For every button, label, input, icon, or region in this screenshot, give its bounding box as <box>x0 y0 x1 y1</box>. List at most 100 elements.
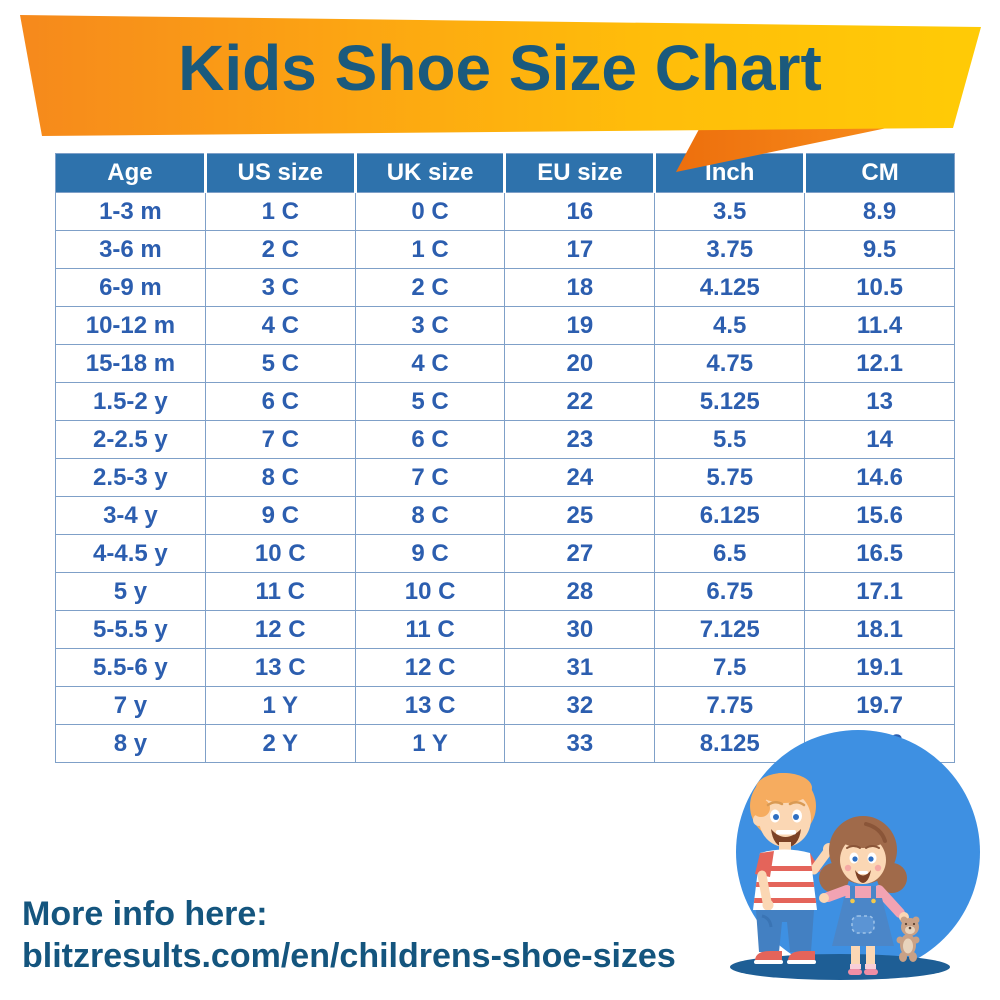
table-cell: 13 C <box>204 648 356 687</box>
table-cell: 15-18 m <box>55 344 206 383</box>
table-cell: 8 C <box>354 496 506 535</box>
table-cell: 0 C <box>354 192 506 231</box>
table-cell: 1.5-2 y <box>55 382 206 421</box>
table-cell: 3 C <box>204 268 356 307</box>
table-cell: 3-6 m <box>55 230 206 269</box>
table-cell: 16.5 <box>804 534 955 573</box>
girl-figure <box>819 816 909 975</box>
table-cell: 12 C <box>204 610 356 649</box>
table-cell: 5-5.5 y <box>55 610 206 649</box>
page-title: Kids Shoe Size Chart <box>178 32 822 104</box>
column-header: UK size <box>353 153 505 193</box>
table-cell: 11 C <box>204 572 356 611</box>
table-cell: 15.6 <box>804 496 955 535</box>
table-cell: 2.5-3 y <box>55 458 206 497</box>
table-cell: 3 C <box>354 306 506 345</box>
table-cell: 7 C <box>354 458 506 497</box>
table-cell: 13 <box>804 382 955 421</box>
table-cell: 9.5 <box>804 230 955 269</box>
table-cell: 5.5 <box>654 420 806 459</box>
table-cell: 4-4.5 y <box>55 534 206 573</box>
table-header-row: Age US size UK size EU size Inch CM <box>55 153 955 193</box>
table-cell: 20.6 <box>804 724 955 763</box>
table-cell: 7 y <box>55 686 206 725</box>
table-cell: 6.5 <box>654 534 806 573</box>
table-cell: 9 C <box>204 496 356 535</box>
table-cell: 7.125 <box>654 610 806 649</box>
table-cell: 22 <box>504 382 656 421</box>
column-header: US size <box>203 153 356 193</box>
table-row: 5 y 11 C 10 C 28 6.75 17.1 <box>55 572 955 611</box>
blue-circle <box>736 730 980 974</box>
column-header: Age <box>55 153 206 193</box>
table-cell: 1 C <box>354 230 506 269</box>
table-cell: 6 C <box>204 382 356 421</box>
column-header: EU size <box>503 153 655 193</box>
table-cell: 30 <box>504 610 656 649</box>
table-cell: 20 <box>504 344 656 383</box>
table-cell: 6 C <box>354 420 506 459</box>
table-cell: 17 <box>504 230 656 269</box>
table-cell: 11 C <box>354 610 506 649</box>
table-cell: 27 <box>504 534 656 573</box>
table-cell: 6-9 m <box>55 268 206 307</box>
table-cell: 5.75 <box>654 458 806 497</box>
table-cell: 14 <box>804 420 955 459</box>
table-cell: 19.7 <box>804 686 955 725</box>
table-cell: 4 C <box>354 344 506 383</box>
table-row: 5-5.5 y 12 C 11 C 30 7.125 18.1 <box>55 610 955 649</box>
table-cell: 17.1 <box>804 572 955 611</box>
table-cell: 2 C <box>354 268 506 307</box>
table-cell: 7 C <box>204 420 356 459</box>
table-cell: 5.5-6 y <box>55 648 206 687</box>
table-cell: 28 <box>504 572 656 611</box>
table-cell: 8 y <box>55 724 206 763</box>
table-cell: 5.125 <box>654 382 806 421</box>
table-cell: 24 <box>504 458 656 497</box>
table-cell: 8.125 <box>654 724 806 763</box>
table-cell: 2 C <box>204 230 356 269</box>
table-cell: 1-3 m <box>55 192 206 231</box>
table-cell: 10 C <box>204 534 356 573</box>
shadow-ellipse <box>730 954 950 980</box>
table-cell: 1 Y <box>204 686 356 725</box>
table-cell: 11.4 <box>804 306 955 345</box>
table-cell: 6.125 <box>654 496 806 535</box>
table-cell: 4.5 <box>654 306 806 345</box>
teddy-bear <box>896 916 920 962</box>
table-cell: 13 C <box>354 686 506 725</box>
table-cell: 10.5 <box>804 268 955 307</box>
table-cell: 6.75 <box>654 572 806 611</box>
table-cell: 3-4 y <box>55 496 206 535</box>
table-cell: 5 C <box>354 382 506 421</box>
table-cell: 10-12 m <box>55 306 206 345</box>
table-cell: 8.9 <box>804 192 955 231</box>
footer: More info here: blitzresults.com/en/chil… <box>22 893 676 977</box>
table-row: 5.5-6 y 13 C 12 C 31 7.5 19.1 <box>55 648 955 687</box>
table-cell: 8 C <box>204 458 356 497</box>
table-cell: 3.75 <box>654 230 806 269</box>
table-cell: 4.125 <box>654 268 806 307</box>
table-cell: 12 C <box>354 648 506 687</box>
table-cell: 7.75 <box>654 686 806 725</box>
table-cell: 3.5 <box>654 192 806 231</box>
table-cell: 9 C <box>354 534 506 573</box>
table-cell: 2-2.5 y <box>55 420 206 459</box>
table-cell: 18 <box>504 268 656 307</box>
table-cell: 5 y <box>55 572 206 611</box>
table-cell: 7.5 <box>654 648 806 687</box>
table-cell: 1 C <box>204 192 356 231</box>
table-cell: 5 C <box>204 344 356 383</box>
more-info-label: More info here: <box>22 895 268 933</box>
